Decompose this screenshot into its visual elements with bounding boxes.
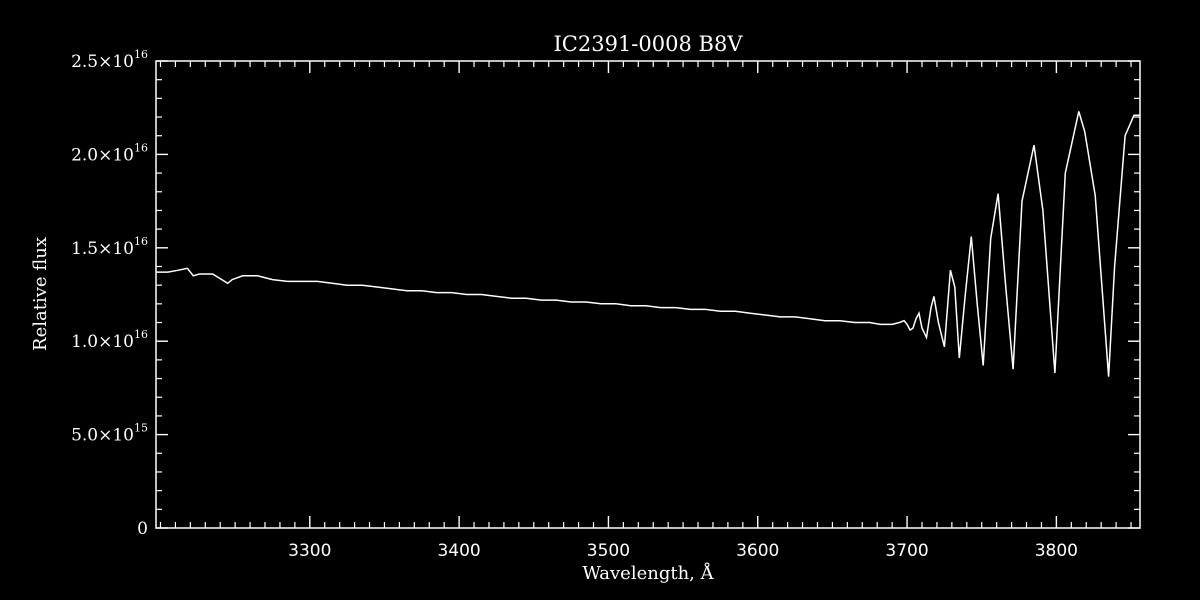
y-tick-exponent: 16: [134, 328, 148, 341]
x-tick-label: 3600: [736, 541, 779, 561]
tick-labels: 3300 3400 3500 3600 3700 380005.0×10151.0×101…: [71, 48, 1078, 561]
y-tick-mantissa: 1.5×10: [71, 239, 134, 259]
y-tick-label: 2.5×1016: [71, 48, 148, 72]
major-ticks: [156, 60, 1140, 529]
y-tick-label: 0: [137, 519, 148, 539]
y-tick-label: 2.0×1016: [71, 141, 148, 165]
y-tick-exponent: 16: [134, 235, 148, 248]
x-tick-label: 3500: [587, 541, 630, 561]
y-tick-exponent: 16: [134, 48, 148, 61]
x-tick-label: 3300: [288, 541, 331, 561]
y-tick-label: 5.0×1015: [71, 422, 148, 446]
series-line-spectrum: [156, 111, 1140, 377]
y-tick-mantissa: 0: [137, 519, 148, 539]
y-tick-label: 1.0×1016: [71, 328, 148, 352]
x-tick-label: 3400: [437, 541, 480, 561]
x-axis-label: Wavelength, Å: [582, 562, 714, 584]
x-tick-label: 3700: [885, 541, 928, 561]
minor-ticks: [156, 61, 1140, 528]
y-tick-label: 1.5×1016: [71, 235, 148, 259]
y-tick-mantissa: 2.5×10: [71, 52, 134, 72]
y-tick-mantissa: 5.0×10: [71, 426, 134, 446]
y-tick-mantissa: 2.0×10: [71, 145, 134, 165]
y-tick-exponent: 15: [134, 422, 148, 435]
y-axis-label: Relative flux: [30, 237, 51, 351]
y-tick-exponent: 16: [134, 141, 148, 154]
chart-title: IC2391-0008 B8V: [554, 32, 744, 56]
x-tick-label: 3800: [1035, 541, 1078, 561]
y-tick-mantissa: 1.0×10: [71, 332, 134, 352]
plot-area-frame: [155, 60, 1141, 529]
